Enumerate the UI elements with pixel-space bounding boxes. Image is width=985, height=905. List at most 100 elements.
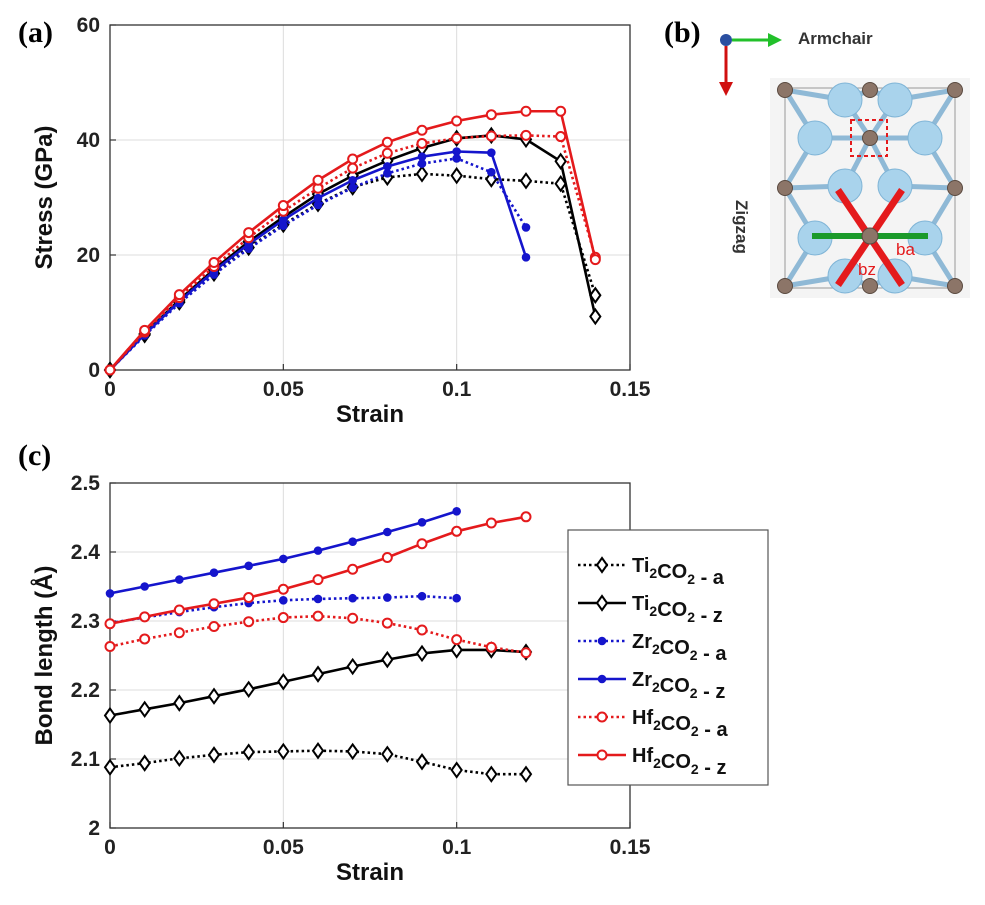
ti_a-point-0 <box>103 758 117 777</box>
y-tick-label-3: 2.3 <box>71 610 100 633</box>
zr_a-point-8 <box>383 593 392 602</box>
hf_a-point-13 <box>555 131 567 143</box>
bond-z-label: bz <box>858 260 876 279</box>
zigzag-label: Zigzag <box>732 200 751 254</box>
zr_a-point-5 <box>279 596 288 605</box>
armchair-label: Armchair <box>798 29 873 48</box>
ti_z-point-5 <box>277 672 290 691</box>
zr_z-point-7 <box>348 537 357 546</box>
origin-dot <box>720 34 732 46</box>
x-tick-label-2: 0.1 <box>442 378 472 401</box>
hf_z-point-8 <box>381 552 393 564</box>
legend-label-ti_z: Ti2CO2 - z <box>632 593 723 627</box>
plot-area <box>110 25 630 370</box>
hf_a-point-3 <box>208 621 220 633</box>
ti_a-point-4 <box>242 743 255 761</box>
series-ti_a <box>103 741 533 783</box>
stress-strain-chart: 0 0.05 0.1 0.15 0 20 40 60 Strain Stress (GPa) <box>31 14 651 428</box>
ti_a-point-5 <box>277 742 290 761</box>
zr_z-point-4 <box>244 561 253 571</box>
ti_a-point-9 <box>415 753 429 771</box>
hf_a-point-2 <box>173 627 185 639</box>
hf_a-point-8 <box>381 147 393 159</box>
plot-area <box>110 483 630 828</box>
zr_z-point-5 <box>279 554 288 564</box>
hf_z-point-3 <box>208 256 220 268</box>
x-axis-label: Strain <box>336 401 404 428</box>
ti_z-point-8 <box>381 650 394 669</box>
y-tick-label-5: 2.5 <box>71 472 101 495</box>
ti_a-point-14 <box>589 286 602 304</box>
selected-atom-box <box>850 119 888 157</box>
hf_a-point-7 <box>347 162 359 174</box>
x-tick-label-2: 0.1 <box>442 836 472 859</box>
ti_a-point-10 <box>450 761 463 779</box>
series-hf_z <box>104 511 532 630</box>
hf_z-point-9 <box>416 124 428 136</box>
ti_a-point-8 <box>381 745 394 763</box>
carbon-atom-3 <box>777 180 793 196</box>
zr_a-point-11 <box>487 167 496 177</box>
zr_z-point-10 <box>452 147 461 156</box>
metal-atom-1 <box>877 82 913 118</box>
ti_a-point-2 <box>173 749 186 768</box>
panel-label-a: (a) <box>18 16 53 49</box>
ti_a-point-10 <box>450 166 463 185</box>
panel-label-c: (c) <box>18 439 51 472</box>
hf_a-line <box>109 134 597 371</box>
ti_z-point-9 <box>415 644 429 663</box>
legend-label-hf_z: Hf2CO2 - z <box>632 745 726 779</box>
metal-atom-2 <box>797 120 833 156</box>
y-tick-label-1: 2.1 <box>71 748 101 771</box>
y-axis-label: Stress (GPa) <box>31 125 58 269</box>
ti_a-point-1 <box>138 754 151 772</box>
hf_a-point-11 <box>485 641 497 653</box>
hf_a-point-7 <box>347 612 359 624</box>
legend: Ti2CO2 - a Ti2CO2 - z Zr2CO2 - a Zr2CO2 - z… <box>567 529 769 786</box>
zr_a-point-7 <box>348 183 357 193</box>
legend-label-ti_a: Ti2CO2 - a <box>632 555 725 589</box>
zr_a-point-legend <box>597 636 607 646</box>
zr_a-point-12 <box>521 223 531 232</box>
legend-label-zr_a: Zr2CO2 - a <box>632 631 727 665</box>
hf_z-point-10 <box>451 115 463 127</box>
y-tick-label-3: 60 <box>77 14 100 37</box>
x-tick-label-0: 0 <box>104 836 116 859</box>
zr_z-point-1 <box>140 582 149 591</box>
hf_z-point-0 <box>104 618 116 630</box>
x-tick-label-1: 0.05 <box>263 836 304 859</box>
hf_z-point-0 <box>104 364 116 376</box>
hf_z-point-13 <box>555 105 567 117</box>
series-zr_z <box>105 506 461 598</box>
hf_z-point-8 <box>381 136 393 148</box>
hf_a-point-5 <box>277 612 289 624</box>
hf_a-point-0 <box>104 641 116 653</box>
hf_a-point-12 <box>520 647 532 659</box>
zr_z-point-5 <box>279 215 288 225</box>
carbon-atom-4 <box>947 180 963 196</box>
hf_z-point-10 <box>451 525 463 537</box>
armchair-arrowhead <box>768 33 782 47</box>
bond-length-chart: 0 0.05 0.1 0.15 2 2.1 2.2 2.3 2.4 2.5 Strain Bond l… <box>30 472 651 886</box>
hf_a-point-legend <box>596 711 608 723</box>
ti_z-point-4 <box>242 680 255 699</box>
y-tick-label-0: 0 <box>88 359 100 382</box>
y-axis-label: Bond length (Å) <box>30 566 58 746</box>
zr_z-point-3 <box>209 568 219 578</box>
hf_z-point-5 <box>277 583 289 595</box>
carbon-atom-6 <box>862 278 878 294</box>
hf_a-point-12 <box>520 129 532 141</box>
zr_z-point-8 <box>383 162 392 171</box>
hf_a-point-1 <box>139 633 151 645</box>
hf_z-point-2 <box>173 289 185 301</box>
hf_z-point-12 <box>520 511 532 523</box>
hf_z-point-14 <box>589 254 601 266</box>
legend-entry-ti_z: Ti2CO2 - z <box>578 593 723 627</box>
ti_a-point-3 <box>207 746 221 764</box>
zr_z-point-11 <box>487 148 496 157</box>
legend-entry-zr_a: Zr2CO2 - a <box>578 631 727 665</box>
hf_z-point-12 <box>520 105 532 117</box>
ti_z-point-3 <box>207 687 221 705</box>
ti_a-point-12 <box>519 172 533 190</box>
